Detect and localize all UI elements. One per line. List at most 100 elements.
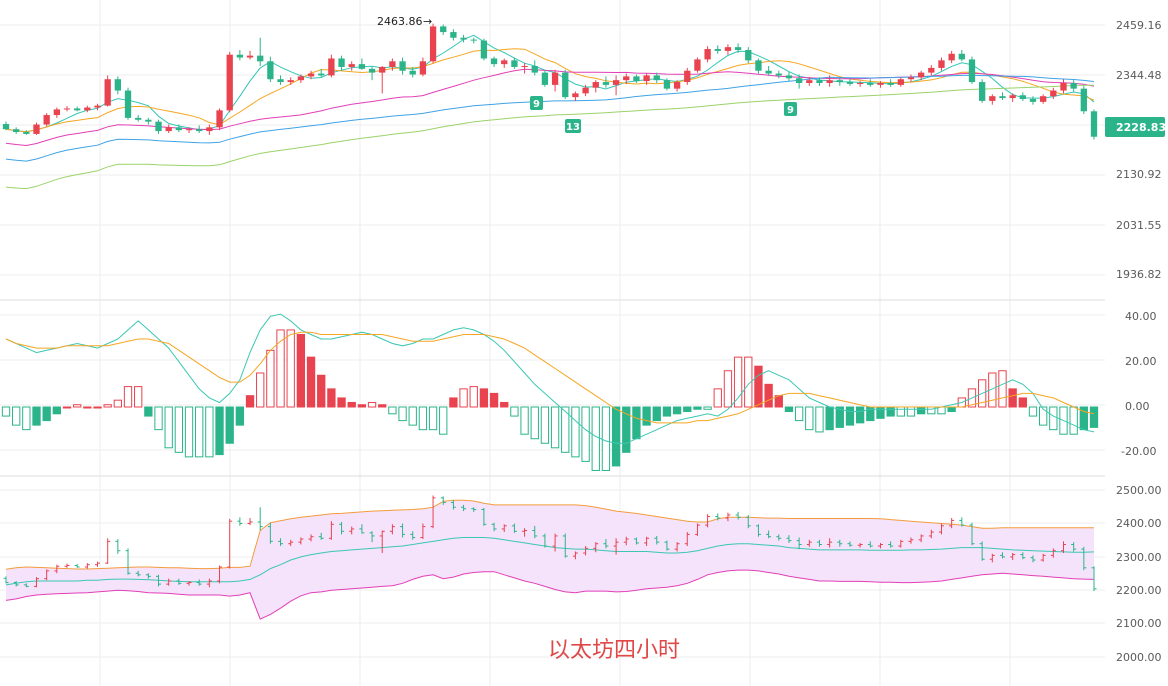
candle-body bbox=[623, 76, 630, 81]
ohlc-bar bbox=[867, 541, 873, 548]
price-candle bbox=[175, 124, 183, 133]
ohlc-bar bbox=[715, 513, 721, 521]
candle-body bbox=[226, 54, 233, 111]
ohlc-bar bbox=[999, 552, 1005, 559]
candle-body bbox=[399, 61, 406, 71]
price-candle bbox=[785, 71, 793, 82]
macd-bar bbox=[347, 401, 356, 408]
macd-bar bbox=[998, 370, 1007, 408]
macd-bar bbox=[439, 406, 448, 435]
price-candle bbox=[582, 84, 589, 97]
candle-body bbox=[795, 78, 803, 83]
price-tick-label: 2344.48 bbox=[1116, 69, 1162, 82]
candle-body bbox=[785, 75, 793, 79]
macd-bar bbox=[855, 406, 865, 424]
candle-body bbox=[287, 80, 294, 83]
ohlc-bar bbox=[3, 576, 9, 584]
price-candle bbox=[917, 70, 925, 81]
price-candle bbox=[440, 24, 447, 35]
macd-bar bbox=[835, 406, 844, 428]
macd-bar bbox=[662, 406, 672, 417]
candle-body bbox=[877, 82, 884, 85]
macd-bar bbox=[744, 356, 753, 408]
price-axis: 2459.16 2344.48 2130.92 2031.55 1936.82 bbox=[1116, 19, 1162, 281]
price-panel[interactable]: 2459.16 2344.48 2130.92 2031.55 1936.82 … bbox=[2, 15, 1166, 281]
bollinger-middle-line bbox=[5, 537, 1095, 586]
price-candle bbox=[338, 55, 345, 71]
ohlc-bar bbox=[1081, 546, 1087, 571]
candle-body bbox=[541, 72, 549, 85]
price-candle bbox=[409, 66, 416, 78]
candle-body bbox=[643, 75, 650, 82]
price-candle bbox=[633, 74, 640, 83]
ohlc-bar bbox=[1030, 555, 1036, 563]
price-candle bbox=[297, 74, 305, 83]
macd-bar bbox=[764, 383, 773, 408]
macd-bar bbox=[256, 372, 265, 408]
macd-bar bbox=[805, 406, 814, 431]
bollinger-axis: 2500.00 2400.00 2300.00 2200.00 2100.00 … bbox=[1116, 484, 1162, 664]
candle-body bbox=[704, 49, 711, 60]
ohlc-bar bbox=[349, 526, 355, 535]
macd-bar bbox=[611, 406, 621, 467]
bollinger-upper-line bbox=[5, 499, 1094, 570]
candle-body bbox=[978, 82, 986, 101]
ohlc-bar bbox=[613, 538, 619, 555]
ohlc-bar bbox=[430, 495, 436, 529]
ohlc-bar bbox=[115, 539, 121, 554]
bollinger-bands bbox=[5, 499, 1095, 620]
bollinger-fill bbox=[6, 500, 1094, 620]
high-marker-label: 2463.86 bbox=[377, 15, 423, 28]
ohlc-bar bbox=[410, 531, 416, 540]
macd-bar bbox=[215, 406, 224, 456]
ohlc-bar bbox=[745, 514, 751, 529]
macd-bar bbox=[286, 329, 295, 408]
candle-body bbox=[521, 66, 528, 68]
ohlc-bar bbox=[623, 536, 629, 546]
macd-bar bbox=[164, 406, 173, 449]
price-candle bbox=[684, 67, 691, 85]
macd-panel[interactable]: 40.00 20.00 0.00 -20.00 bbox=[1, 310, 1157, 471]
bollinger-panel[interactable]: 2500.00 2400.00 2300.00 2200.00 2100.00 … bbox=[3, 484, 1162, 664]
price-candle bbox=[267, 56, 274, 83]
price-candle bbox=[196, 125, 203, 133]
macd-bar bbox=[378, 404, 387, 408]
macd-bar bbox=[174, 406, 184, 453]
candle-body bbox=[917, 72, 925, 78]
candle-body bbox=[856, 82, 864, 84]
price-candle bbox=[846, 79, 854, 86]
bollinger-ohlc-bars bbox=[3, 495, 1097, 592]
candle-body bbox=[84, 107, 91, 111]
price-candle bbox=[1080, 85, 1087, 115]
ohlc-bar bbox=[755, 524, 761, 537]
ohlc-bar bbox=[176, 578, 182, 585]
ohlc-bar bbox=[298, 537, 304, 545]
price-candle bbox=[948, 50, 955, 64]
ohlc-bar bbox=[674, 542, 680, 552]
macd-bar bbox=[245, 395, 255, 408]
ohlc-bar bbox=[806, 539, 812, 547]
macd-bar bbox=[672, 406, 682, 415]
moving-average-lines bbox=[5, 34, 1095, 190]
ohlc-bar bbox=[34, 577, 40, 588]
candle-body bbox=[267, 61, 274, 80]
price-candle bbox=[368, 66, 376, 81]
price-candles[interactable] bbox=[2, 23, 1098, 140]
candle-body bbox=[1090, 111, 1098, 137]
ohlc-bar bbox=[603, 539, 609, 549]
macd-bar bbox=[52, 406, 62, 415]
candle-body bbox=[389, 61, 396, 67]
ohlc-bar bbox=[247, 518, 253, 526]
candle-body bbox=[23, 132, 30, 134]
macd-bar bbox=[703, 406, 712, 410]
candle-body bbox=[724, 47, 732, 51]
macd-bar bbox=[134, 386, 143, 408]
candle-body bbox=[867, 82, 874, 85]
price-candle bbox=[663, 78, 671, 91]
candle-body bbox=[816, 80, 823, 83]
macd-bar bbox=[449, 397, 458, 408]
candle-body bbox=[94, 105, 101, 108]
candle-body bbox=[175, 127, 183, 131]
price-tick-label: 1936.82 bbox=[1116, 268, 1162, 281]
